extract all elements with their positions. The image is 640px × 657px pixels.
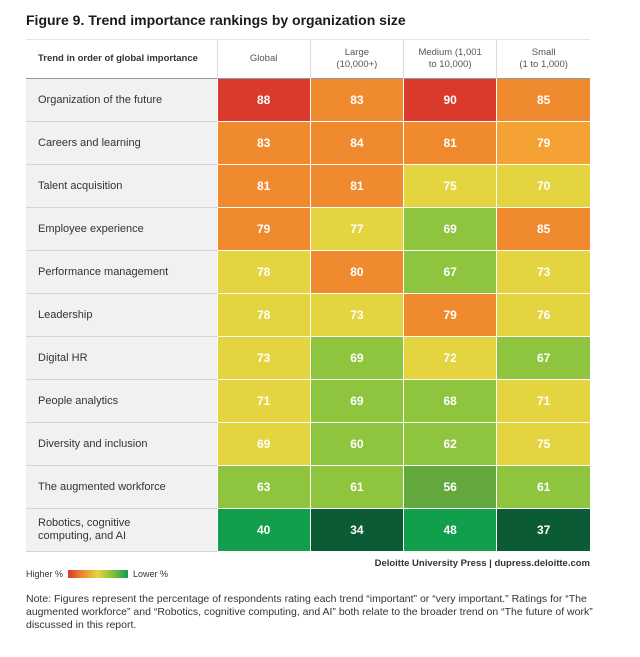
heatmap-cell: 34 <box>309 508 404 552</box>
heatmap-cell: 85 <box>496 78 590 122</box>
heatmap-cell: 60 <box>309 422 404 466</box>
row-label: The augmented workforce <box>26 465 217 509</box>
row-label: Diversity and inclusion <box>26 422 217 466</box>
heatmap-cell: 73 <box>309 293 404 337</box>
heatmap-cell: 79 <box>496 121 590 165</box>
heatmap-cell: 67 <box>402 250 497 294</box>
heatmap-cell: 73 <box>496 250 590 294</box>
table-row: Digital HR 73 69 72 67 <box>26 336 590 380</box>
heatmap-cell: 73 <box>216 336 311 380</box>
row-label: Employee experience <box>26 207 217 251</box>
table-row: The augmented workforce 63 61 56 61 <box>26 465 590 509</box>
table-row: Robotics, cognitive computing, and AI 40 3… <box>26 508 590 552</box>
table-row: Performance management 78 80 67 73 <box>26 250 590 294</box>
table-row: People analytics 71 69 68 71 <box>26 379 590 423</box>
heatmap-cell: 81 <box>309 164 404 208</box>
color-legend: Higher % Lower % <box>26 569 168 579</box>
legend-gradient-bar <box>68 570 129 578</box>
heatmap-cell: 69 <box>402 207 497 251</box>
heatmap-cell: 68 <box>402 379 497 423</box>
row-label: Careers and learning <box>26 121 217 165</box>
heatmap-cell: 71 <box>216 379 311 423</box>
table-row: Diversity and inclusion 69 60 62 75 <box>26 422 590 466</box>
heatmap-cell: 48 <box>402 508 497 552</box>
heatmap-body: Organization of the future 88 83 90 85 Career… <box>26 78 590 552</box>
heatmap-cell: 67 <box>496 336 590 380</box>
heatmap-cell: 77 <box>309 207 404 251</box>
header-row: Trend in order of global importance Glob… <box>26 39 590 79</box>
column-header-global: Global <box>216 39 311 79</box>
heatmap-cell: 69 <box>216 422 311 466</box>
heatmap-cell: 61 <box>496 465 590 509</box>
heatmap-cell: 84 <box>309 121 404 165</box>
footnote: Note: Figures represent the percentage o… <box>26 593 593 631</box>
legend-low-label: Lower % <box>133 569 169 579</box>
heatmap-cell: 76 <box>496 293 590 337</box>
heatmap-cell: 79 <box>216 207 311 251</box>
heatmap-cell: 80 <box>309 250 404 294</box>
heatmap-cell: 75 <box>496 422 590 466</box>
heatmap-cell: 62 <box>402 422 497 466</box>
heatmap-cell: 78 <box>216 293 311 337</box>
heatmap-cell: 78 <box>216 250 311 294</box>
row-label: Performance management <box>26 250 217 294</box>
column-header-small: Small (1 to 1,000) <box>496 39 590 79</box>
heatmap-cell: 83 <box>309 78 404 122</box>
table-row: Employee experience 79 77 69 85 <box>26 207 590 251</box>
heatmap-cell: 81 <box>216 164 311 208</box>
row-label: Digital HR <box>26 336 217 380</box>
heatmap-cell: 69 <box>309 336 404 380</box>
source-credit: Deloitte University Press | dupress.delo… <box>374 558 590 569</box>
legend-high-label: Higher % <box>26 569 64 579</box>
heatmap-cell: 63 <box>216 465 311 509</box>
column-header-large: Large (10,000+) <box>309 39 404 79</box>
heatmap-cell: 85 <box>496 207 590 251</box>
heatmap-cell: 40 <box>216 508 311 552</box>
table-row: Talent acquisition 81 81 75 70 <box>26 164 590 208</box>
heatmap-cell: 90 <box>402 78 497 122</box>
row-label: Organization of the future <box>26 78 217 122</box>
heatmap-cell: 56 <box>402 465 497 509</box>
heatmap-cell: 71 <box>496 379 590 423</box>
chart-title: Figure 9. Trend importance rankings by o… <box>26 12 406 28</box>
row-label: Robotics, cognitive computing, and AI <box>26 508 217 552</box>
row-label: Talent acquisition <box>26 164 217 208</box>
heatmap-table: Trend in order of global importance Glob… <box>26 39 590 552</box>
heatmap-cell: 83 <box>216 121 311 165</box>
heatmap-cell: 61 <box>309 465 404 509</box>
row-header: Trend in order of global importance <box>26 39 217 79</box>
heatmap-cell: 37 <box>496 508 590 552</box>
column-header-medium: Medium (1,001 to 10,000) <box>402 39 497 79</box>
heatmap-cell: 72 <box>402 336 497 380</box>
heatmap-cell: 81 <box>402 121 497 165</box>
table-row: Leadership 78 73 79 76 <box>26 293 590 337</box>
heatmap-cell: 79 <box>402 293 497 337</box>
table-row: Careers and learning 83 84 81 79 <box>26 121 590 165</box>
heatmap-cell: 69 <box>309 379 404 423</box>
row-label: People analytics <box>26 379 217 423</box>
heatmap-cell: 70 <box>496 164 590 208</box>
table-row: Organization of the future 88 83 90 85 <box>26 78 590 122</box>
heatmap-cell: 75 <box>402 164 497 208</box>
row-label: Leadership <box>26 293 217 337</box>
heatmap-cell: 88 <box>216 78 311 122</box>
